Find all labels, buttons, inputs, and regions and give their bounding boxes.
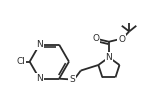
Text: O: O <box>118 35 125 44</box>
Text: S: S <box>69 75 75 84</box>
Text: N: N <box>36 40 43 49</box>
Text: N: N <box>36 74 43 83</box>
Text: O: O <box>92 34 99 43</box>
Text: N: N <box>106 53 112 62</box>
Text: Cl: Cl <box>16 57 25 66</box>
